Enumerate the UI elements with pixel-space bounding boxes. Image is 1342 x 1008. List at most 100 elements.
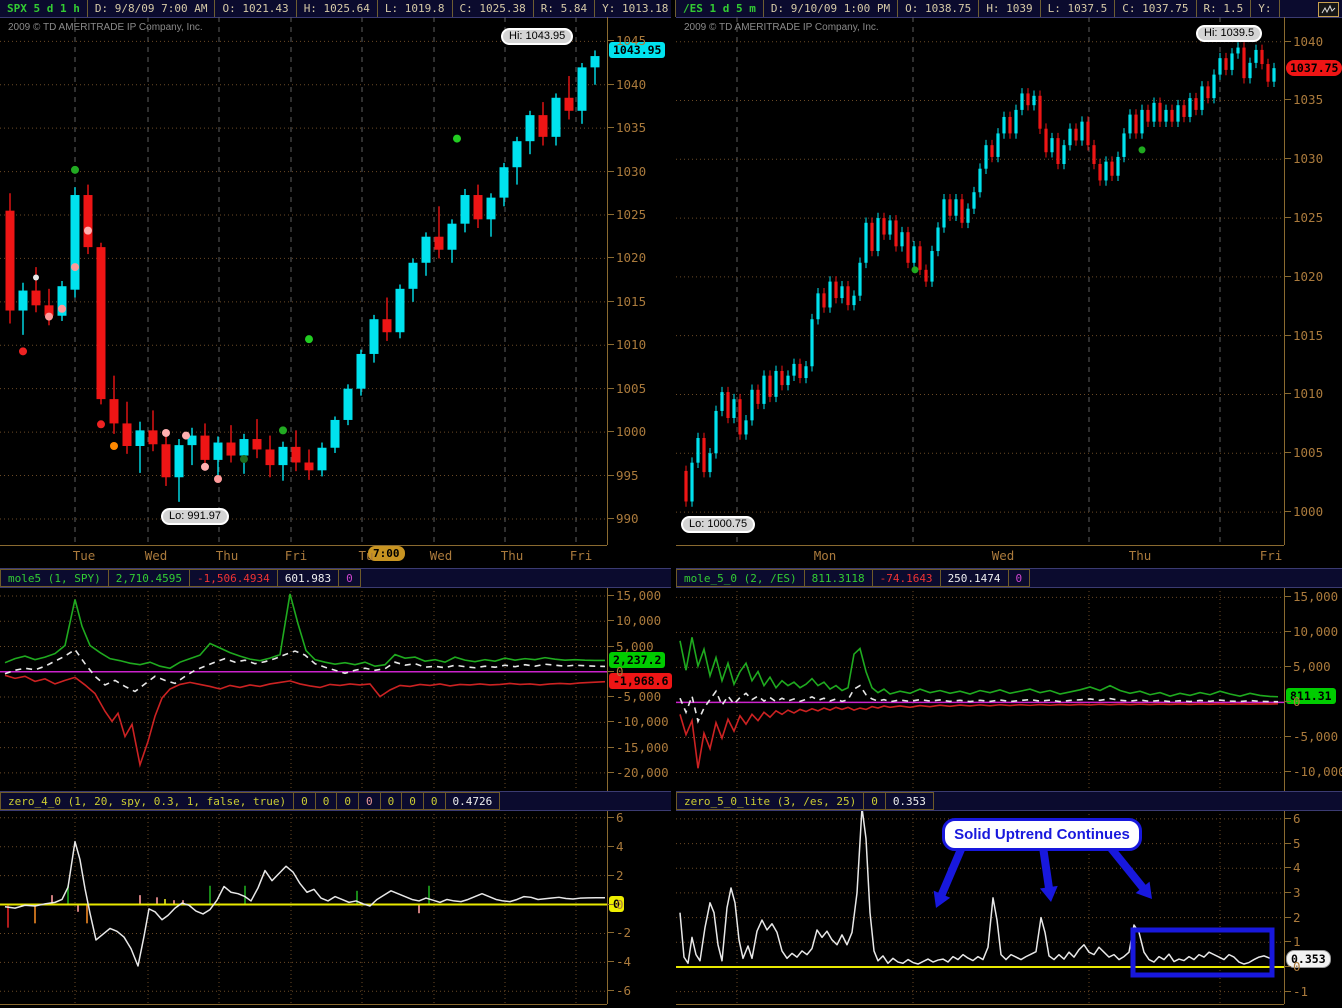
spx_mole-ytick--20,000: -20,000: [608, 765, 669, 780]
spx_zero-ytick-4: 4: [608, 839, 624, 854]
spx-xaxis-spine: [0, 545, 607, 546]
es-zero-axis-spine: [1284, 810, 1285, 1004]
es_zero-ytick-4: 4: [1285, 861, 1301, 875]
spx-zero-oscillator-chart[interactable]: [0, 810, 607, 1004]
spx_price-xlabel-Thu: Thu: [500, 548, 524, 563]
es-header-cell-3: H: 1039: [979, 0, 1041, 17]
es_price-ytick-1035: 1035: [1285, 93, 1323, 107]
spx_mole-ytick-0: 0: [608, 664, 624, 679]
es_price-xlabel-Thu: Thu: [1128, 548, 1152, 563]
spx-mole-title[interactable]: mole5 (1, SPY): [0, 569, 109, 587]
es-mole-value-1: 811.3118: [804, 569, 873, 587]
chart-header-right: /ES 1 d 5 m D: 9/10/09 1:00 PM O: 1038.75 H…: [676, 0, 1342, 18]
es-zero-oscillator-chart[interactable]: [676, 810, 1284, 1004]
es_price-ytick-1015: 1015: [1285, 328, 1323, 343]
es_mole-ytick-15,000: 15,000: [1285, 590, 1338, 604]
spx_mole-ytick--10,000: -10,000: [608, 715, 669, 729]
spx-price-chart[interactable]: [0, 17, 607, 545]
spx-header-cell-2: O: 1021.43: [215, 0, 297, 17]
spx_zero-ytick--6: -6: [608, 984, 631, 998]
es-mole-axis-spine: [1284, 587, 1285, 791]
es-header-spacer: [1280, 0, 1318, 17]
spx_zero-ytick--4: -4: [608, 955, 631, 969]
spx_mole-ytick-15,000: 15,000: [608, 588, 661, 603]
spx_price-ytick-1015: 1015: [608, 294, 646, 309]
es_zero-ytick-2: 2: [1285, 910, 1301, 925]
es-header-cell-0: /ES 1 d 5 m: [676, 0, 764, 17]
es-zero-header: zero_5_0_lite (3, /es, 25) 0 0.353: [676, 791, 1342, 811]
es_price-xlabel-Fri: Fri: [1259, 548, 1283, 563]
spx_price-ytick-1030: 1030: [608, 164, 646, 179]
spx_zero-ytick-2: 2: [608, 868, 624, 883]
spx_price-ytick-1005: 1005: [608, 381, 646, 396]
spx-high-bubble: Hi: 1043.95: [501, 28, 574, 45]
es-zero-value-badge: 0.353: [1286, 950, 1331, 968]
spx_price-ytick-1000: 1000: [608, 425, 646, 439]
spx-mole-value-4: 0: [339, 569, 361, 587]
spx_price-xlabel-Fri: Fri: [284, 548, 308, 563]
spx-header-cell-1: D: 9/8/09 7:00 AM: [88, 0, 216, 17]
spx-mole-short-badge: -1,968.6: [609, 673, 673, 689]
spx_price-ytick-1010: 1010: [608, 338, 646, 352]
annotation-solid-uptrend-label: Solid Uptrend Continues: [942, 818, 1142, 851]
spx_zero-ytick-6: 6: [608, 810, 624, 825]
spx-zero-header: zero_4_0 (1, 20, spy, 0.3, 1, false, tru…: [0, 791, 671, 811]
es-zero-bottom-spine: [676, 1004, 1284, 1005]
spx-mole-axis-spine: [607, 587, 608, 791]
spx_price-xlabel-Tue: Tue: [72, 548, 96, 563]
spx-header-cell-6: R: 5.84: [534, 0, 596, 17]
es_zero-ytick-0: 0: [1285, 959, 1301, 974]
es_zero-ytick-6: 6: [1285, 811, 1301, 826]
spx-mole-long-badge: 2,237.2: [609, 652, 666, 668]
spx_price-ytick-1025: 1025: [608, 208, 646, 222]
spx-low-bubble: Lo: 991.97: [161, 508, 229, 525]
es_zero-ytick-5: 5: [1285, 836, 1301, 851]
es-price-chart[interactable]: [676, 17, 1284, 545]
spx_price-ytick-995: 995: [608, 468, 639, 483]
spx_mole-ytick--15,000: -15,000: [608, 740, 669, 755]
spx-zero-value-3: 0: [337, 792, 360, 810]
es_price-xlabel-Wed: Wed: [991, 548, 1015, 563]
spx_mole-ytick-5,000: 5,000: [608, 639, 654, 654]
spx_price-xlabel-Tu: Tu: [358, 548, 374, 563]
es-header-cell-6: R: 1.5: [1197, 0, 1252, 17]
es_zero-ytick-1: 1: [1285, 935, 1301, 949]
spx-zero-value-6: 0: [402, 792, 424, 810]
es-mole-long-badge: 811.31: [1286, 688, 1336, 704]
es_zero-ytick-3: 3: [1285, 885, 1301, 900]
spx-price-axis-spine: [607, 17, 608, 545]
es-mole-value-2: -74.1643: [872, 569, 941, 587]
spx-zero-title[interactable]: zero_4_0 (1, 20, spy, 0.3, 1, false, tru…: [0, 792, 295, 810]
spx_price-xlabel-Thu: Thu: [215, 548, 239, 563]
chart-style-icon[interactable]: [1318, 1, 1339, 17]
es-mole-title[interactable]: mole_5_0 (2, /ES): [676, 569, 805, 587]
es_mole-ytick--10,000: -10,000: [1285, 765, 1342, 779]
es_mole-ytick--5,000: -5,000: [1285, 730, 1338, 744]
es-mole-indicator-chart[interactable]: [676, 587, 1284, 791]
spx_price-ytick-1020: 1020: [608, 251, 646, 265]
es-header-cell-1: D: 9/10/09 1:00 PM: [764, 0, 899, 17]
copyright-text-right: 2009 © TD AMERITRADE IP Company, Inc.: [684, 22, 879, 33]
spx-zero-value-7: 0: [423, 792, 446, 810]
spx_price-ytick-1045: 1045: [608, 34, 646, 48]
es-mole-value-4: 0: [1008, 569, 1031, 587]
spx-zero-value-8: 0.4726: [445, 792, 501, 810]
spx-zero-bottom-spine: [0, 1004, 607, 1005]
spx-header-cell-7: Y: 1013.18: [595, 0, 677, 17]
spx-mole-indicator-chart[interactable]: [0, 587, 607, 791]
spx-mole-header: mole5 (1, SPY) 2,710.4595 -1,506.4934 601.9…: [0, 568, 671, 588]
spx-header-cell-4: L: 1019.8: [378, 0, 453, 17]
es-zero-title[interactable]: zero_5_0_lite (3, /es, 25): [676, 792, 865, 810]
spx-header-cell-0: SPX 5 d 1 h: [0, 0, 88, 17]
spx-last-price-badge: 1043.95: [609, 42, 666, 58]
spx-zero-value-5: 0: [380, 792, 403, 810]
spx-zero-value-1: 0: [294, 792, 316, 810]
spx-mole-value-3: 601.983: [277, 569, 340, 587]
spx-zero-axis-spine: [607, 810, 608, 1004]
es_mole-ytick-10,000: 10,000: [1285, 625, 1338, 639]
chart-header-left: SPX 5 d 1 h D: 9/8/09 7:00 AM O: 1021.43 H:…: [0, 0, 782, 18]
es-mole-value-3: 250.1474: [940, 569, 1009, 587]
es_price-ytick-1005: 1005: [1285, 446, 1323, 460]
spx-mole-value-1: 2,710.4595: [108, 569, 190, 587]
